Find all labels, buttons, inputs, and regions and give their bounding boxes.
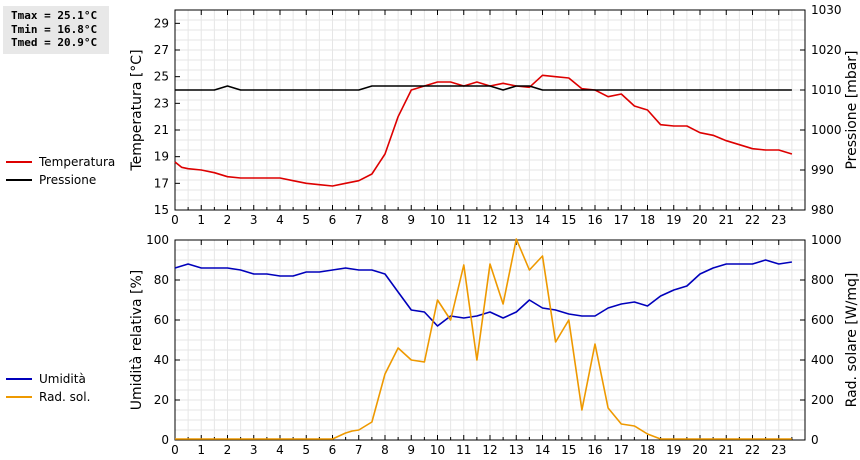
x-tick-label: 12	[482, 443, 497, 457]
x-tick-label: 19	[666, 213, 681, 227]
y-left-tick-label: 17	[154, 176, 169, 190]
stat-tmin: Tmin = 16.8°C	[11, 22, 98, 36]
x-tick-label: 14	[535, 213, 550, 227]
legend-label: Umidità	[39, 372, 86, 386]
stat-tmed: Tmed = 20.9°C	[11, 36, 98, 49]
y-right-tick-label: 1000	[811, 233, 842, 247]
x-tick-label: 11	[456, 443, 471, 457]
x-tick-label: 1	[197, 443, 205, 457]
x-tick-label: 6	[329, 213, 337, 227]
x-tick-label: 10	[430, 213, 445, 227]
legend-swatch	[6, 396, 32, 398]
y-right-tick-label: 1000	[811, 123, 842, 137]
stats-box: Tmax = 25.1°C Tmin = 16.8°C Tmed = 20.9°…	[3, 6, 109, 54]
x-tick-label: 15	[561, 443, 576, 457]
legend-swatch	[6, 179, 32, 181]
x-tick-label: 9	[407, 443, 415, 457]
x-tick-label: 23	[771, 443, 786, 457]
y-right-axis-label: Pressione [mbar]	[844, 50, 860, 169]
x-tick-label: 6	[329, 443, 337, 457]
legend-label: Rad. sol.	[39, 390, 91, 404]
y-right-tick-label: 980	[811, 203, 834, 217]
x-tick-label: 9	[407, 213, 415, 227]
x-tick-label: 12	[482, 213, 497, 227]
x-tick-label: 21	[719, 213, 734, 227]
y-right-tick-label: 990	[811, 163, 834, 177]
x-tick-label: 20	[692, 213, 707, 227]
legend-item-umidita: Umidità	[6, 370, 126, 388]
x-tick-label: 7	[355, 213, 363, 227]
x-tick-label: 17	[614, 443, 629, 457]
x-tick-label: 8	[381, 213, 389, 227]
legend-label: Temperatura	[39, 155, 116, 169]
x-tick-label: 1	[197, 213, 205, 227]
y-right-tick-label: 600	[811, 313, 834, 327]
plot-humidity-radiation: 0 1 2 3 4 5 6 7 8 9 10 11 12 13 14 15 16 17 18 19 20 21 22 2302…	[129, 233, 860, 457]
x-tick-label: 16	[587, 443, 602, 457]
y-right-tick-label: 800	[811, 273, 834, 287]
x-tick-label: 3	[250, 213, 258, 227]
x-tick-label: 18	[640, 443, 655, 457]
y-right-tick-label: 1020	[811, 43, 842, 57]
y-left-tick-label: 15	[154, 203, 169, 217]
x-tick-label: 4	[276, 443, 284, 457]
y-right-axis-label: Rad. solare [W/mq]	[844, 273, 860, 408]
x-tick-label: 0	[171, 213, 179, 227]
y-left-tick-label: 100	[146, 233, 169, 247]
y-left-tick-label: 23	[154, 96, 169, 110]
y-left-tick-label: 40	[154, 353, 169, 367]
x-tick-label: 16	[587, 213, 602, 227]
x-tick-label: 10	[430, 443, 445, 457]
x-tick-label: 2	[224, 443, 232, 457]
y-left-tick-label: 0	[161, 433, 169, 447]
x-tick-label: 2	[224, 213, 232, 227]
plot-temperature-pressure: 0 1 2 3 4 5 6 7 8 9 10 11 12 13 14 15 16 17 18 19 20 21 22 2315…	[129, 3, 860, 227]
x-tick-label: 15	[561, 213, 576, 227]
series-line-pressione	[175, 85, 792, 91]
x-tick-label: 7	[355, 443, 363, 457]
x-tick-label: 21	[719, 443, 734, 457]
x-tick-label: 19	[666, 443, 681, 457]
y-left-tick-label: 21	[154, 123, 169, 137]
x-tick-label: 11	[456, 213, 471, 227]
y-left-axis-label: Umidità relativa [%]	[129, 270, 145, 411]
x-tick-label: 3	[250, 443, 258, 457]
y-right-tick-label: 1030	[811, 3, 842, 17]
x-tick-label: 5	[302, 443, 310, 457]
y-left-tick-label: 19	[154, 150, 169, 164]
y-left-tick-label: 25	[154, 70, 169, 84]
y-left-tick-label: 80	[154, 273, 169, 287]
x-tick-label: 4	[276, 213, 284, 227]
x-tick-label: 13	[509, 213, 524, 227]
x-tick-label: 20	[692, 443, 707, 457]
legend-label: Pressione	[39, 173, 97, 187]
x-tick-label: 8	[381, 443, 389, 457]
y-left-tick-label: 29	[154, 16, 169, 30]
y-right-tick-label: 0	[811, 433, 819, 447]
y-right-tick-label: 400	[811, 353, 834, 367]
x-tick-label: 23	[771, 213, 786, 227]
y-left-tick-label: 60	[154, 313, 169, 327]
x-tick-label: 0	[171, 443, 179, 457]
stat-tmax: Tmax = 25.1°C	[11, 9, 98, 22]
y-right-tick-label: 1010	[811, 83, 842, 97]
x-tick-label: 5	[302, 213, 310, 227]
series-line-rad-sol-	[175, 238, 792, 440]
y-left-tick-label: 20	[154, 393, 169, 407]
legend-item-rad-sol: Rad. sol.	[6, 388, 126, 406]
y-left-axis-label: Temperatura [°C]	[129, 49, 145, 171]
legend-swatch	[6, 378, 32, 380]
x-tick-label: 22	[745, 443, 760, 457]
x-tick-label: 17	[614, 213, 629, 227]
legend-swatch	[6, 161, 32, 163]
series-line-temperatura	[174, 74, 793, 187]
x-tick-label: 22	[745, 213, 760, 227]
x-tick-label: 18	[640, 213, 655, 227]
x-tick-label: 14	[535, 443, 550, 457]
y-right-tick-label: 200	[811, 393, 834, 407]
x-tick-label: 13	[509, 443, 524, 457]
y-left-tick-label: 27	[154, 43, 169, 57]
